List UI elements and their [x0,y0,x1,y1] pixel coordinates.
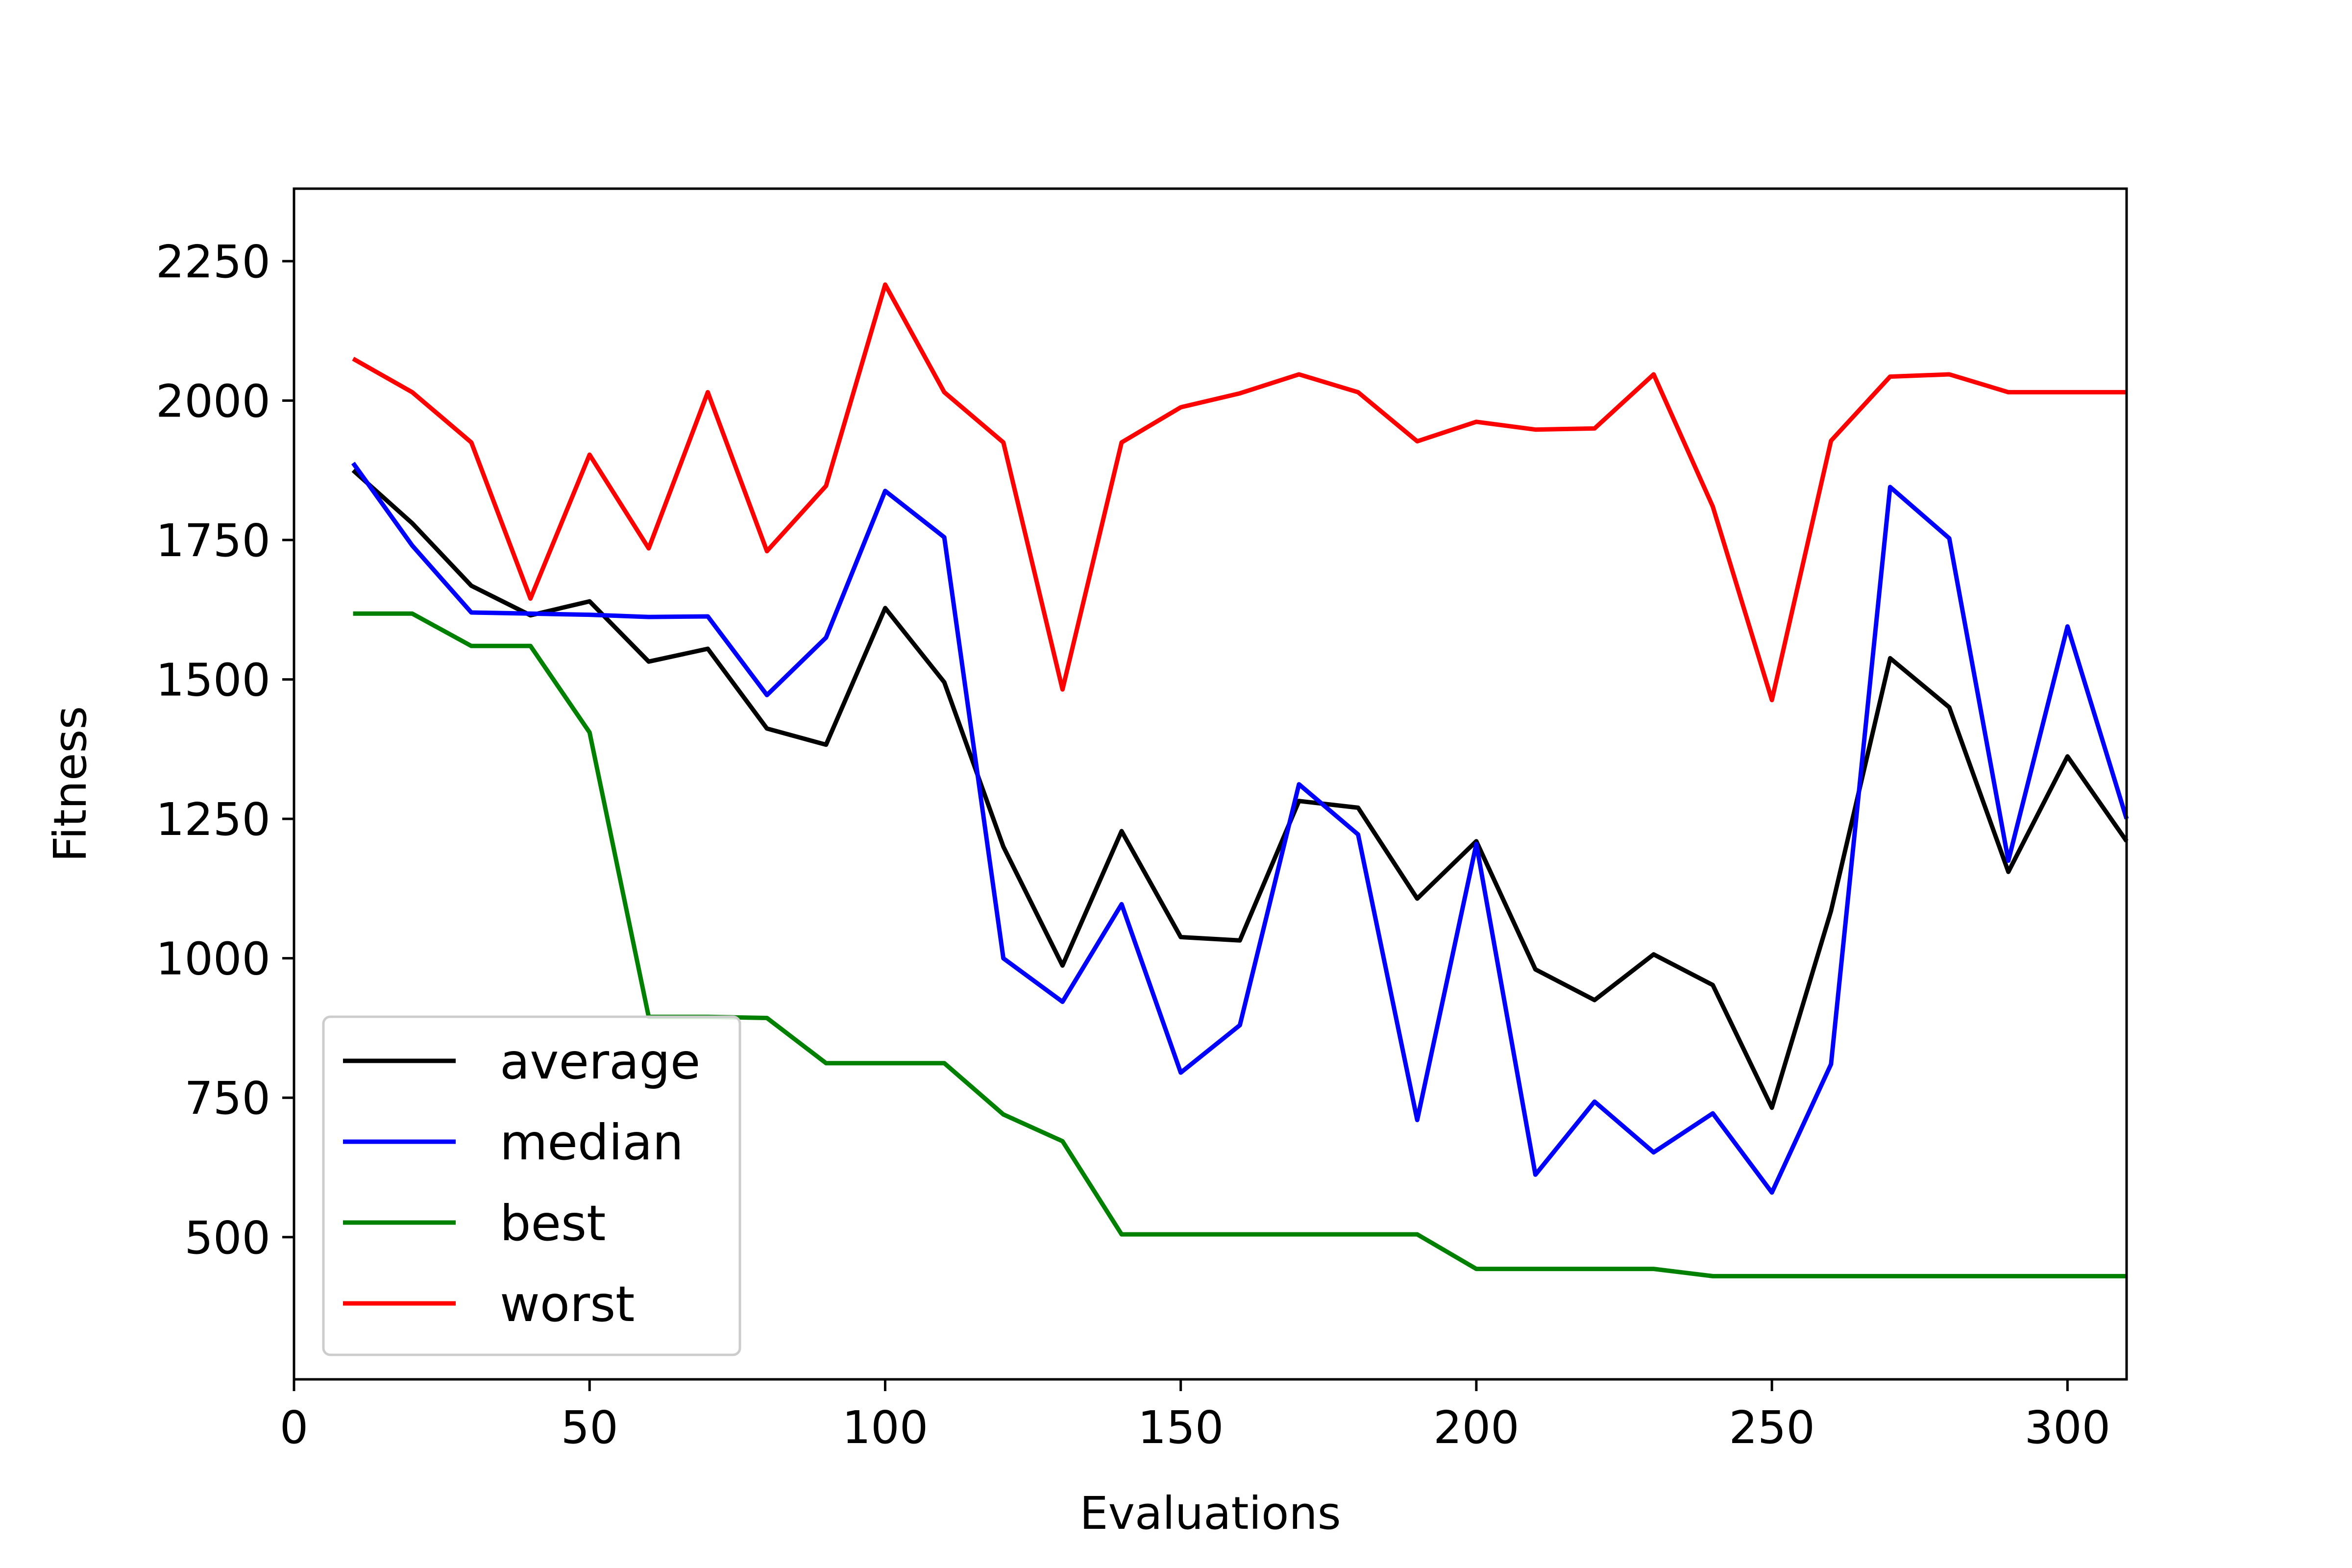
x-tick-label: 250 [1729,1401,1815,1454]
y-tick-label: 500 [184,1212,270,1264]
legend-label-best: best [500,1195,606,1252]
y-tick-label: 1750 [156,514,270,567]
legend-label-worst: worst [500,1275,635,1333]
y-tick-label: 1500 [156,654,270,707]
y-axis-label: Fitness [44,706,97,862]
x-tick-label: 200 [1433,1401,1519,1454]
y-tick-label: 750 [184,1072,270,1125]
y-tick-label: 2000 [156,375,270,428]
x-tick-label: 100 [842,1401,929,1454]
legend: average median best worst [323,1017,740,1355]
y-tick-label: 2250 [156,236,270,288]
x-tick-label: 50 [561,1401,618,1454]
legend-label-median: median [500,1114,684,1171]
x-axis-label: Evaluations [1079,1487,1341,1540]
y-tick-label: 1000 [156,933,270,985]
x-tick-label: 300 [2025,1401,2111,1454]
x-tick-label: 150 [1138,1401,1224,1454]
x-tick-label: 0 [280,1401,309,1454]
legend-label-average: average [500,1033,700,1090]
y-tick-label: 1250 [156,793,270,846]
